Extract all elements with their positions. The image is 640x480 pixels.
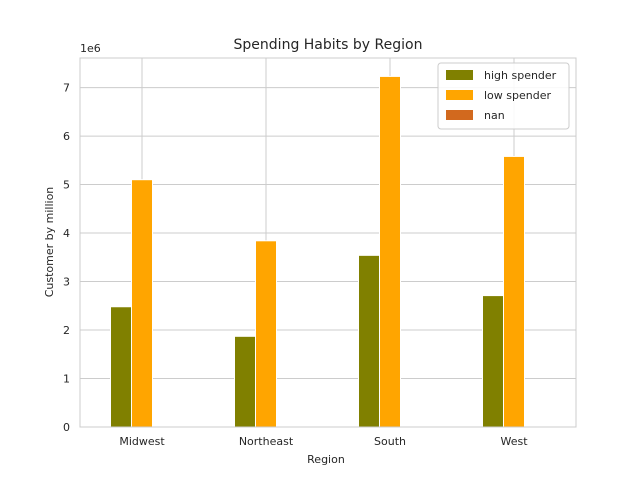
legend-swatch-high-spender: [446, 70, 473, 80]
x-tick-label-northeast: Northeast: [239, 435, 294, 448]
bar-low-spender-west: [503, 155, 525, 428]
legend-label-nan: nan: [484, 109, 505, 122]
x-tick-label-west: West: [500, 435, 528, 448]
y-tick-label: 1: [63, 373, 70, 386]
x-tick-labels: Midwest Northeast South West: [119, 435, 528, 448]
y-tick-labels: 0 1 2 3 4 5 6 7: [63, 82, 70, 434]
y-axis-label: Customer by million: [43, 187, 56, 298]
y-tick-label: 4: [63, 227, 70, 240]
y-tick-label: 7: [63, 82, 70, 95]
legend-swatch-low-spender: [446, 90, 473, 100]
bar-low-spender-midwest: [131, 179, 153, 428]
legend: high spender low spender nan: [437, 62, 570, 130]
x-tick-label-midwest: Midwest: [119, 435, 165, 448]
bar-high-spender-west: [482, 295, 504, 428]
y-tick-label: 2: [63, 324, 70, 337]
y-tick-label: 3: [63, 276, 70, 289]
y-tick-label: 0: [63, 421, 70, 434]
bar-high-spender-south: [358, 254, 380, 428]
bar-high-spender-midwest: [110, 306, 132, 428]
chart-title: Spending Habits by Region: [234, 37, 423, 53]
bar-high-spender-northeast: [234, 335, 256, 428]
x-tick-label-south: South: [374, 435, 406, 448]
y-axis-offset-text: 1e6: [80, 42, 101, 55]
legend-label-low-spender: low spender: [484, 89, 551, 102]
x-axis-label: Region: [307, 453, 345, 466]
bar-low-spender-south: [379, 75, 401, 428]
legend-swatch-nan: [446, 110, 473, 120]
plot-frame: [79, 57, 577, 428]
y-tick-label: 6: [63, 130, 70, 143]
bar-low-spender-northeast: [255, 240, 277, 428]
legend-label-high-spender: high spender: [484, 69, 557, 82]
y-tick-label: 5: [63, 179, 70, 192]
